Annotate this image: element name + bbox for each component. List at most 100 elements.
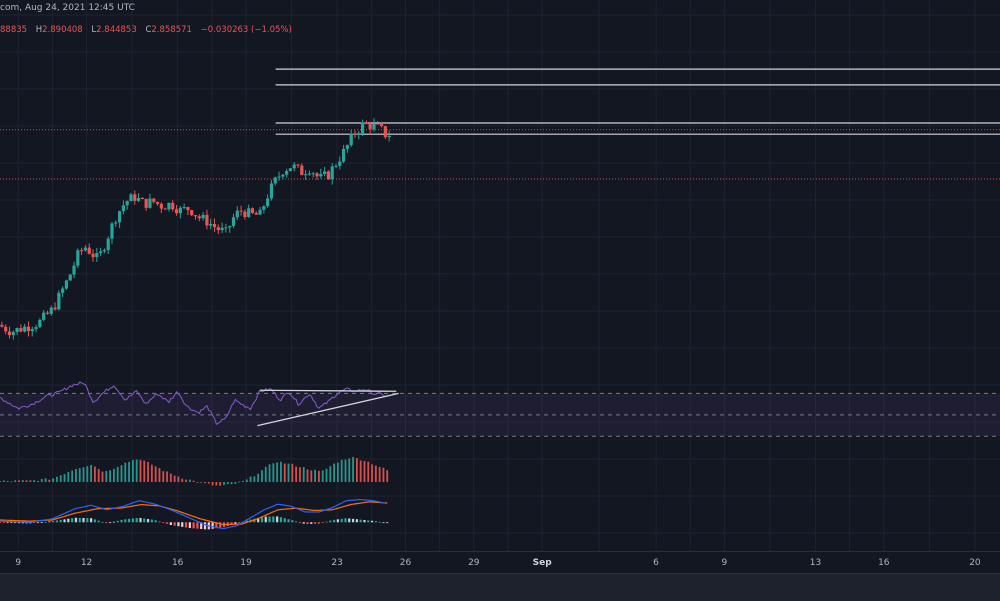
histogram-bar <box>67 471 70 482</box>
macd-histogram-bar <box>146 519 150 523</box>
histogram-bar <box>253 476 256 482</box>
candle <box>277 171 281 181</box>
candle-body <box>11 332 15 336</box>
bottom-toolbar <box>0 573 1000 601</box>
time-axis[interactable] <box>0 551 1000 574</box>
macd-histogram-bar <box>298 522 302 524</box>
histogram-bar <box>261 470 263 482</box>
histogram-bar <box>204 482 206 484</box>
candle <box>243 209 247 220</box>
macd-histogram-bar <box>52 521 55 523</box>
macd-histogram-bar <box>310 522 313 524</box>
histogram-bar <box>128 461 130 482</box>
macd-histogram-bar <box>374 521 377 523</box>
low-label: L <box>91 25 97 35</box>
candle-body <box>254 212 258 215</box>
time-axis-tick-label: 29 <box>468 558 480 568</box>
candle-body <box>30 329 34 332</box>
candle-body <box>341 148 346 162</box>
histogram-bar <box>378 467 381 482</box>
candle-body <box>288 168 293 172</box>
histogram-bar <box>25 480 28 482</box>
candle <box>167 202 171 212</box>
histogram-bar <box>264 466 267 482</box>
histogram-bar <box>0 481 1 482</box>
candle <box>53 302 57 311</box>
candle <box>269 180 274 201</box>
histogram-bar <box>291 463 294 482</box>
candle-body <box>228 226 232 228</box>
candle <box>311 172 315 178</box>
candle-body <box>163 208 167 210</box>
histogram-bar <box>215 482 218 486</box>
histogram-bar <box>318 470 320 482</box>
candle <box>357 130 361 140</box>
macd-histogram-bar <box>14 522 17 524</box>
candle-body <box>174 209 179 214</box>
macd-histogram-bar <box>283 518 286 523</box>
histogram-bar <box>166 471 168 482</box>
candle <box>171 200 175 212</box>
histogram-bar <box>374 465 377 482</box>
histogram-bar <box>355 458 358 482</box>
macd-histogram-bar <box>154 520 157 523</box>
histogram-bar <box>40 479 43 482</box>
candle <box>250 207 255 215</box>
candle <box>4 324 8 335</box>
candle <box>133 190 137 205</box>
macd-histogram-bar <box>139 517 142 523</box>
candle <box>376 121 380 125</box>
histogram-bar <box>94 466 96 482</box>
close-value: 2.858571 <box>151 25 192 35</box>
candle <box>338 156 342 170</box>
candle <box>323 166 327 177</box>
histogram-bar <box>371 464 373 482</box>
candle-body <box>372 123 376 130</box>
macd-histogram-bar <box>382 522 385 524</box>
histogram-bar <box>192 480 195 482</box>
candle-body <box>315 173 319 177</box>
chart-grid <box>0 0 1000 551</box>
macd-histogram-bar <box>116 520 119 523</box>
candle-body <box>171 202 175 210</box>
macd-histogram-bar <box>63 519 66 523</box>
candle <box>349 130 353 148</box>
candle <box>186 206 190 216</box>
histogram-bar <box>382 467 385 482</box>
candle <box>91 249 95 262</box>
candle-body <box>167 202 171 210</box>
candle <box>144 198 148 211</box>
macd-histogram-bar <box>245 520 248 523</box>
histogram-bar <box>272 463 275 482</box>
histogram-bar <box>14 480 17 482</box>
macd-histogram-bar <box>268 516 271 523</box>
histogram-bar <box>139 459 142 482</box>
macd-histogram-bar <box>314 522 317 524</box>
candle <box>76 248 80 269</box>
histogram-bar <box>314 469 317 482</box>
histogram-bar <box>109 470 111 482</box>
macd-histogram-bar <box>230 522 233 525</box>
candle <box>360 119 365 137</box>
histogram-bar <box>86 466 89 482</box>
macd-histogram-bar <box>162 522 165 524</box>
change-value: −0.030263 (−1.05%) <box>200 25 292 35</box>
candle <box>341 144 346 164</box>
macd-histogram-bar <box>29 522 32 524</box>
low-value: 2.844853 <box>96 25 137 35</box>
histogram-bar <box>257 473 260 482</box>
macd-histogram-bar <box>0 522 2 524</box>
macd-indicator <box>0 499 389 530</box>
candle-body <box>178 207 182 214</box>
macd-histogram-bar <box>196 522 199 529</box>
candle-body <box>269 183 274 199</box>
histogram-bar <box>75 469 77 482</box>
macd-histogram-bar <box>97 520 100 523</box>
histogram-bar <box>336 462 339 482</box>
macd-histogram-bar <box>295 521 298 523</box>
candle <box>0 321 4 328</box>
candle <box>330 163 334 185</box>
histogram-bar <box>367 461 370 482</box>
candle-body <box>34 327 38 330</box>
